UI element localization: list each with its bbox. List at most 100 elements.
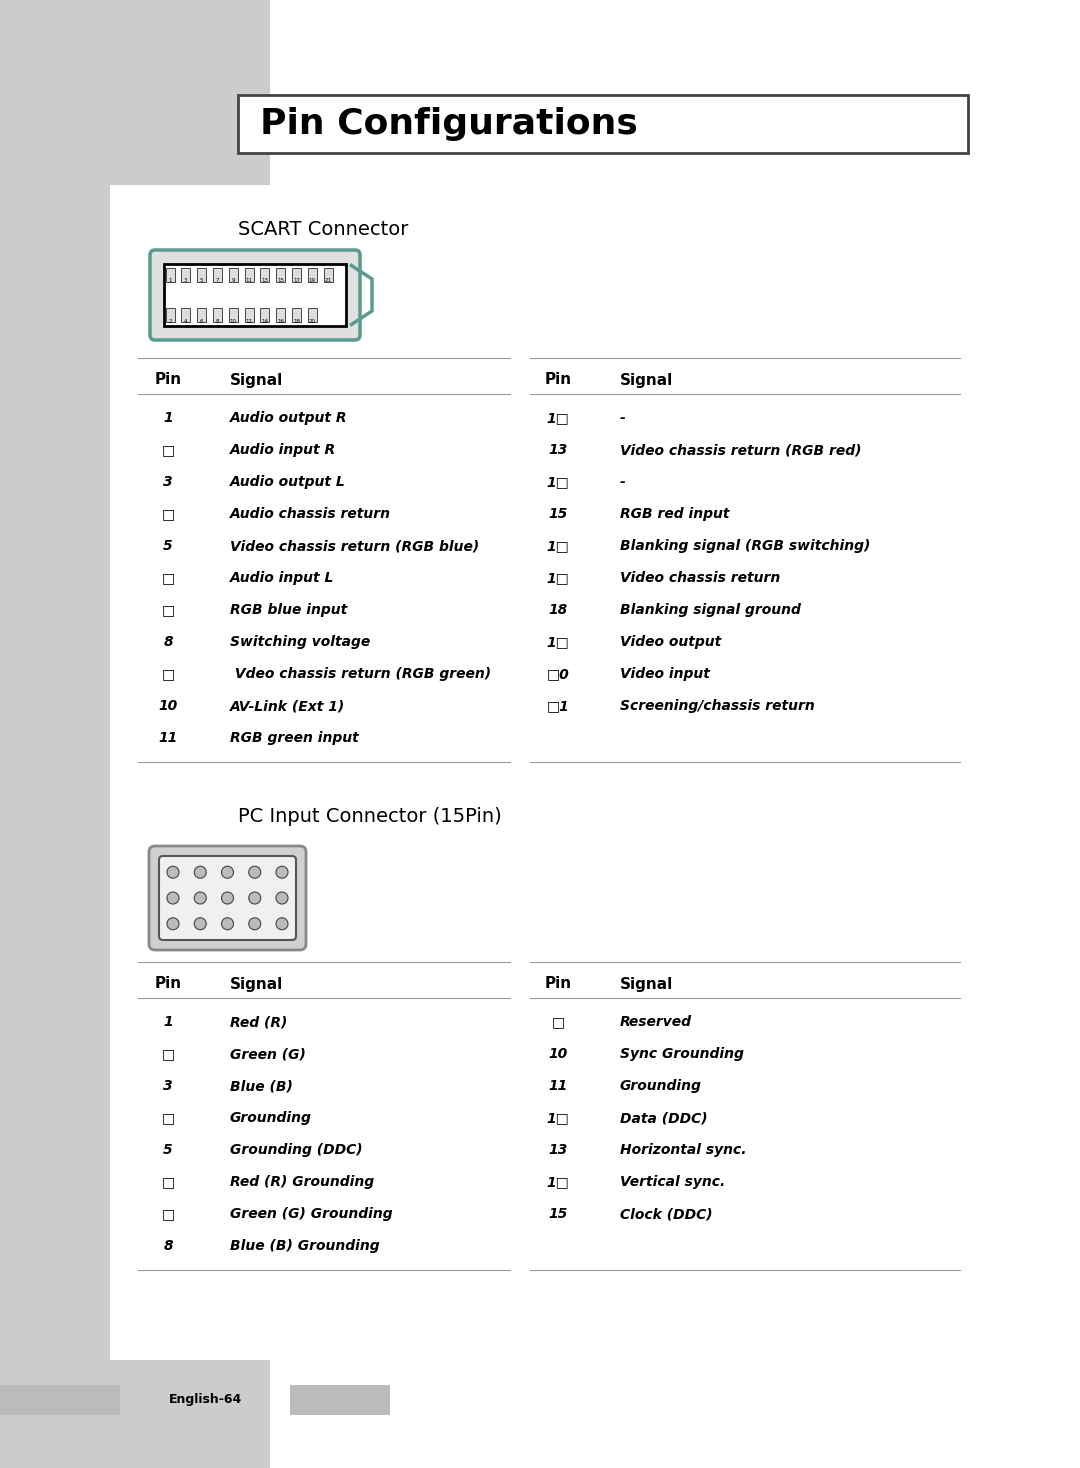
FancyBboxPatch shape xyxy=(149,846,306,950)
Text: □: □ xyxy=(161,1047,175,1061)
Text: 18: 18 xyxy=(549,603,568,617)
Text: 5: 5 xyxy=(163,539,173,553)
Text: Data (DDC): Data (DDC) xyxy=(620,1111,707,1124)
FancyBboxPatch shape xyxy=(159,856,296,940)
Text: 15: 15 xyxy=(549,1207,568,1221)
Bar xyxy=(260,269,269,282)
Text: □: □ xyxy=(161,506,175,521)
Text: □0: □0 xyxy=(546,666,569,681)
Text: 4: 4 xyxy=(184,319,188,324)
Text: Audio input R: Audio input R xyxy=(230,443,336,457)
Bar xyxy=(213,269,221,282)
Text: 6: 6 xyxy=(200,319,203,324)
Text: 10: 10 xyxy=(230,319,237,324)
Text: Grounding: Grounding xyxy=(620,1079,702,1094)
Text: Red (R): Red (R) xyxy=(230,1014,287,1029)
Text: Vertical sync.: Vertical sync. xyxy=(620,1174,726,1189)
Bar xyxy=(229,308,238,321)
Circle shape xyxy=(221,866,233,878)
Text: 1□: 1□ xyxy=(546,1111,569,1124)
Text: 20: 20 xyxy=(309,319,315,324)
Text: Signal: Signal xyxy=(230,373,283,388)
Circle shape xyxy=(276,866,288,878)
Text: 13: 13 xyxy=(549,1144,568,1157)
Text: SCART Connector: SCART Connector xyxy=(238,220,408,239)
Text: 3: 3 xyxy=(163,1079,173,1094)
Text: Blanking signal ground: Blanking signal ground xyxy=(620,603,801,617)
Circle shape xyxy=(248,866,260,878)
Text: RGB red input: RGB red input xyxy=(620,506,729,521)
Bar xyxy=(181,269,190,282)
Text: 11: 11 xyxy=(159,731,177,744)
Text: □1: □1 xyxy=(546,699,569,713)
Text: Grounding: Grounding xyxy=(230,1111,312,1124)
Text: □: □ xyxy=(161,443,175,457)
Circle shape xyxy=(248,918,260,929)
Bar xyxy=(0,0,110,1468)
Bar xyxy=(276,308,285,321)
Text: Signal: Signal xyxy=(620,373,673,388)
Text: Red (R) Grounding: Red (R) Grounding xyxy=(230,1174,374,1189)
Text: 10: 10 xyxy=(159,699,177,713)
Text: Pin: Pin xyxy=(544,976,571,991)
Text: RGB green input: RGB green input xyxy=(230,731,359,744)
Text: □: □ xyxy=(161,1174,175,1189)
Text: 7: 7 xyxy=(216,277,219,283)
Text: Grounding (DDC): Grounding (DDC) xyxy=(230,1144,363,1157)
Text: Reserved: Reserved xyxy=(620,1014,692,1029)
Text: Pin Configurations: Pin Configurations xyxy=(260,107,638,141)
Text: 5: 5 xyxy=(163,1144,173,1157)
Text: Green (G): Green (G) xyxy=(230,1047,306,1061)
Text: Horizontal sync.: Horizontal sync. xyxy=(620,1144,746,1157)
Bar xyxy=(165,308,175,321)
Text: Signal: Signal xyxy=(230,976,283,991)
Circle shape xyxy=(221,918,233,929)
Circle shape xyxy=(276,918,288,929)
Text: 1: 1 xyxy=(163,411,173,426)
Text: 19: 19 xyxy=(309,277,315,283)
Text: 15: 15 xyxy=(549,506,568,521)
Text: 5: 5 xyxy=(200,277,203,283)
Circle shape xyxy=(221,893,233,904)
Text: Video chassis return (RGB blue): Video chassis return (RGB blue) xyxy=(230,539,480,553)
Text: RGB blue input: RGB blue input xyxy=(230,603,348,617)
Text: 10: 10 xyxy=(549,1047,568,1061)
Bar xyxy=(291,1384,390,1415)
Text: AV-Link (Ext 1): AV-Link (Ext 1) xyxy=(230,699,346,713)
Circle shape xyxy=(194,866,206,878)
Text: □: □ xyxy=(552,1014,565,1029)
Text: Pin: Pin xyxy=(154,373,181,388)
Text: 12: 12 xyxy=(245,319,253,324)
Text: 1: 1 xyxy=(163,1014,173,1029)
Text: 21: 21 xyxy=(324,277,332,283)
Text: Green (G) Grounding: Green (G) Grounding xyxy=(230,1207,393,1221)
Text: Pin: Pin xyxy=(154,976,181,991)
Text: □: □ xyxy=(161,571,175,586)
Text: Vdeo chassis return (RGB green): Vdeo chassis return (RGB green) xyxy=(230,666,491,681)
Bar xyxy=(308,269,316,282)
Text: 3: 3 xyxy=(184,277,188,283)
Text: Video chassis return (RGB red): Video chassis return (RGB red) xyxy=(620,443,862,457)
Text: □: □ xyxy=(161,1111,175,1124)
Text: □: □ xyxy=(161,1207,175,1221)
Text: 1□: 1□ xyxy=(546,539,569,553)
Text: 11: 11 xyxy=(549,1079,568,1094)
Text: Signal: Signal xyxy=(620,976,673,991)
Text: 13: 13 xyxy=(261,277,268,283)
Text: 18: 18 xyxy=(293,319,300,324)
Bar xyxy=(292,308,301,321)
Text: Video input: Video input xyxy=(620,666,710,681)
Circle shape xyxy=(276,893,288,904)
Text: 8: 8 xyxy=(163,636,173,649)
Text: 15: 15 xyxy=(278,277,284,283)
Bar xyxy=(213,308,221,321)
Text: 8: 8 xyxy=(216,319,219,324)
FancyBboxPatch shape xyxy=(164,264,346,326)
Circle shape xyxy=(194,918,206,929)
Text: Video output: Video output xyxy=(620,636,721,649)
Text: Video chassis return: Video chassis return xyxy=(620,571,780,586)
Circle shape xyxy=(167,893,179,904)
Text: English-64: English-64 xyxy=(168,1393,242,1406)
Bar xyxy=(0,0,270,185)
Text: Blue (B): Blue (B) xyxy=(230,1079,293,1094)
